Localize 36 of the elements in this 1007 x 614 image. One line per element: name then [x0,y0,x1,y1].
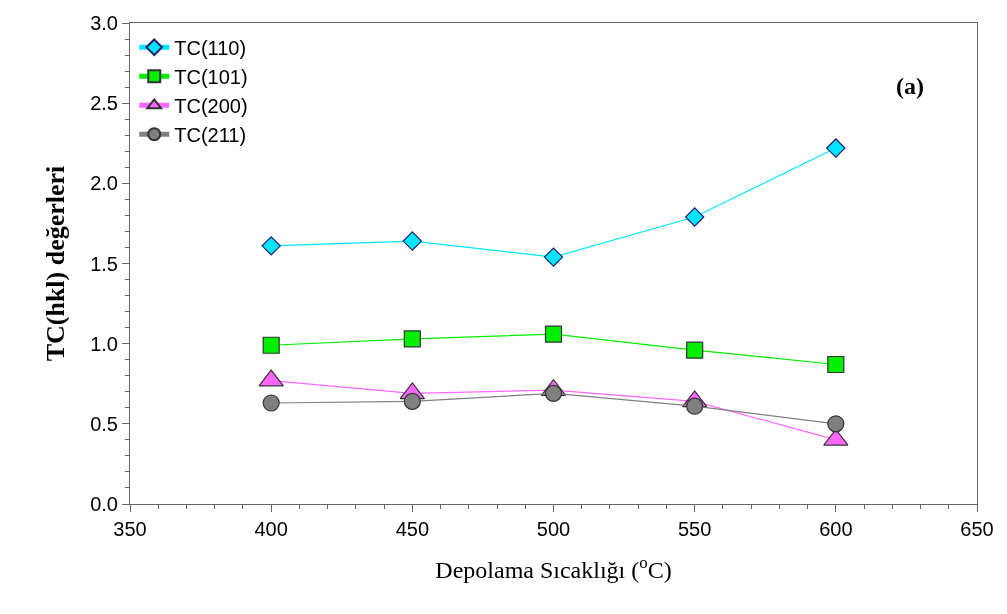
point [827,355,845,374]
point [686,397,704,415]
x-axis-title: Depolama Sıcaklığı ($^{o}$C) [435,553,672,584]
x-tick-label: 500 [536,518,571,540]
y-tick-label: 1.0 [90,332,118,355]
x-tick-label: 400 [254,518,288,540]
x-tick-label: 600 [819,518,853,540]
point [684,207,705,227]
legend-label: TC(211) [174,124,247,147]
annotation: (a) [896,73,924,99]
point [262,336,280,354]
point [402,231,423,251]
point [403,392,421,410]
point [403,330,421,348]
x-tick-label: 550 [677,518,712,540]
point [686,341,704,359]
x-tick-label: 350 [113,518,147,540]
point [544,325,563,343]
y-axis-title: TC(hkl) değerleri [40,165,70,362]
y-tick-label: 2.5 [90,92,118,115]
x-tick-label: 450 [395,518,430,540]
y-tick-label: 0.5 [90,412,118,435]
legend-label: TC(200) [174,95,248,118]
point [261,236,281,256]
y-tick-label: 0.0 [90,493,118,515]
legend-label: TC(101) [174,66,248,89]
point [544,384,563,402]
y-tick-label: 1.5 [90,252,118,275]
x-tick-label: 650 [960,518,994,540]
point [543,247,564,267]
point [827,415,845,433]
legend-label: TC(110) [174,37,247,60]
point [826,138,846,158]
point [262,394,280,412]
y-tick-label: 3.0 [90,12,118,34]
y-tick-label: 2.0 [90,172,118,195]
